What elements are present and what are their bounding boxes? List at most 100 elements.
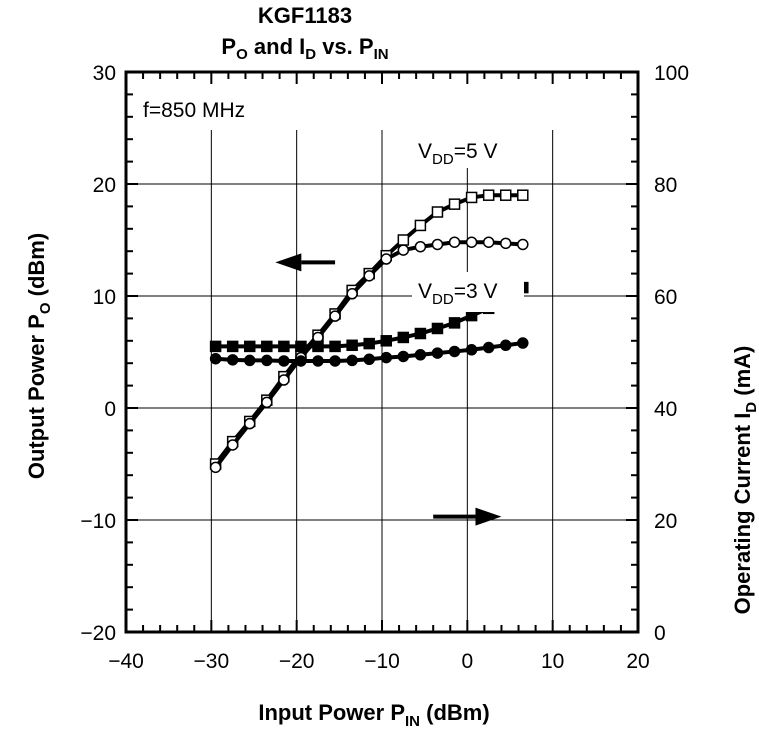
series-point-filled-circle bbox=[414, 349, 427, 361]
series-point-open-circle bbox=[209, 461, 222, 474]
y-right-tick-label: 0 bbox=[654, 622, 666, 645]
y-left-tick-label: 0 bbox=[104, 398, 116, 421]
x-tick-label: 0 bbox=[461, 650, 473, 673]
y-left-tick-label: −20 bbox=[80, 622, 116, 645]
grid bbox=[126, 130, 638, 632]
series-point-filled-square bbox=[448, 317, 461, 329]
series-point-open-circle bbox=[499, 237, 512, 250]
y-left-tick-label: 20 bbox=[93, 174, 116, 197]
series-point-filled-circle bbox=[431, 347, 444, 359]
series-point-open-circle bbox=[431, 238, 444, 251]
series-point-open-circle bbox=[448, 236, 461, 248]
y-right-tick-label: 80 bbox=[654, 174, 677, 197]
series-point-filled-circle bbox=[363, 353, 375, 366]
series-point-filled-square bbox=[295, 340, 307, 353]
series-point-filled-circle bbox=[482, 341, 495, 354]
vdd5-label-bg bbox=[412, 128, 524, 168]
series-point-open-square bbox=[517, 189, 529, 201]
series-point-filled-square bbox=[261, 340, 273, 353]
chart-subtitle: PO and ID vs. PIN bbox=[221, 34, 388, 63]
x-tick-label: −10 bbox=[364, 650, 400, 673]
y-right-tick-label: 20 bbox=[654, 510, 677, 533]
series-point-open-square bbox=[431, 206, 444, 218]
y-right-tick-label: 100 bbox=[654, 62, 689, 85]
y-right-tick-label: 40 bbox=[654, 398, 677, 421]
vdd3-label: VDD=3 V bbox=[418, 280, 497, 308]
series-point-open-circle bbox=[329, 310, 341, 322]
annotations: f=850 MHz VDD=5 V VDD=3 V bbox=[138, 92, 524, 312]
series-point-filled-square bbox=[312, 340, 324, 353]
series-point-open-circle bbox=[243, 417, 256, 430]
tick-labels: −40 −30 −20 −10 0 10 20−20−1001020300204060801… bbox=[80, 62, 689, 673]
series-point-filled-square bbox=[329, 340, 341, 353]
series-point-filled-square bbox=[278, 340, 290, 353]
x-tick-label: −20 bbox=[279, 650, 315, 673]
series-point-filled-square bbox=[209, 340, 222, 353]
series-point-filled-square bbox=[465, 309, 478, 322]
y-left-tick-label: 30 bbox=[93, 62, 116, 85]
series-point-open-circle bbox=[346, 288, 358, 300]
arrow-head-right bbox=[475, 507, 502, 526]
y-left-tick-label: 10 bbox=[93, 286, 116, 309]
arrow-layer bbox=[275, 253, 502, 526]
y-axis-label-left: Output Power PO (dBm) bbox=[24, 233, 54, 479]
series-point-filled-circle bbox=[261, 354, 273, 367]
series-line-open-square bbox=[214, 193, 523, 466]
series-point-filled-circle bbox=[499, 339, 512, 352]
series-point-filled-square bbox=[380, 335, 393, 347]
series-point-open-circle bbox=[465, 236, 478, 248]
series-point-filled-circle bbox=[346, 354, 358, 367]
series-point-filled-circle bbox=[380, 351, 393, 364]
y-right-tick-label: 60 bbox=[654, 286, 677, 309]
series-point-filled-circle bbox=[312, 355, 324, 367]
series-point-filled-square bbox=[346, 339, 358, 352]
series-point-filled-circle bbox=[329, 355, 341, 367]
x-tick-label: 10 bbox=[541, 650, 564, 673]
series-point-open-circle bbox=[363, 270, 375, 282]
x-axis-label: Input Power PIN (dBm) bbox=[258, 700, 489, 730]
series-point-filled-circle bbox=[278, 355, 290, 367]
series-point-open-square bbox=[499, 189, 512, 201]
series-point-open-circle bbox=[380, 253, 393, 265]
series-layer bbox=[209, 189, 529, 474]
minor-ticks bbox=[125, 71, 639, 633]
right-axis bbox=[626, 71, 638, 633]
series-point-open-square bbox=[448, 198, 461, 210]
series-point-open-circle bbox=[482, 236, 495, 248]
vdd5-label: VDD=5 V bbox=[418, 140, 497, 168]
y-axis-label-right: Operating Current ID (mA) bbox=[730, 346, 759, 615]
freq-label: f=850 MHz bbox=[143, 99, 245, 122]
series-point-open-circle bbox=[414, 240, 427, 253]
series-point-open-square bbox=[414, 219, 427, 232]
series-point-filled-square bbox=[226, 340, 239, 353]
series-point-filled-circle bbox=[243, 354, 256, 367]
series-point-filled-square bbox=[431, 322, 444, 335]
series-point-filled-circle bbox=[517, 337, 529, 349]
series-point-open-square bbox=[465, 191, 478, 204]
series-point-open-circle bbox=[397, 244, 410, 256]
chart-title: KGF1183 bbox=[258, 3, 352, 28]
series-point-filled-square bbox=[243, 340, 256, 353]
vdd3-label-bg bbox=[412, 272, 524, 312]
series-point-filled-square bbox=[414, 327, 427, 340]
series-point-filled-square bbox=[397, 331, 410, 344]
x-tick-label: −40 bbox=[108, 650, 144, 673]
series-point-filled-circle bbox=[226, 354, 239, 366]
series-point-open-circle bbox=[226, 439, 239, 451]
series-point-filled-circle bbox=[209, 352, 222, 365]
series-point-filled-circle bbox=[295, 355, 307, 367]
series-point-filled-circle bbox=[465, 344, 478, 356]
series-point-open-circle bbox=[517, 238, 529, 251]
series-point-filled-square bbox=[363, 337, 375, 350]
series-point-open-square bbox=[482, 189, 495, 201]
series-point-filled-circle bbox=[397, 350, 410, 363]
series-point-open-circle bbox=[278, 374, 290, 386]
series-point-filled-circle bbox=[448, 345, 461, 358]
y-left-tick-label: −10 bbox=[80, 510, 116, 533]
x-tick-label: −30 bbox=[194, 650, 230, 673]
arrow-head-left bbox=[275, 253, 302, 272]
freq-label-bg bbox=[138, 92, 284, 124]
series-point-open-circle bbox=[261, 396, 273, 409]
x-tick-label: 20 bbox=[626, 650, 649, 673]
